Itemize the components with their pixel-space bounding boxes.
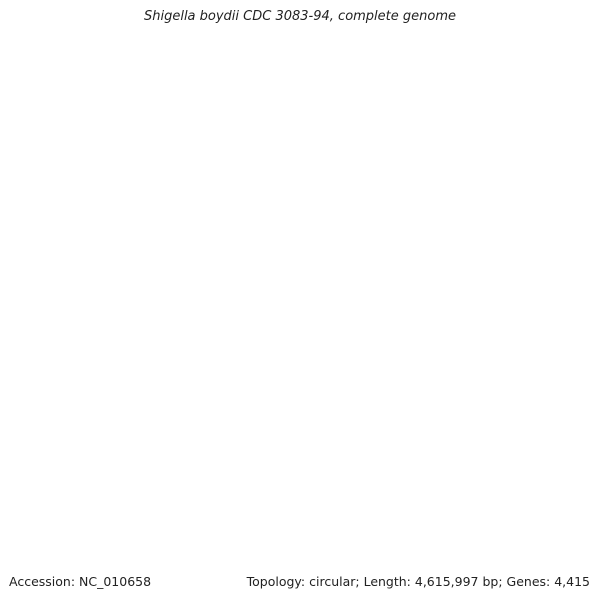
genome-stats-text: Topology: circular; Length: 4,615,997 bp… <box>246 574 590 589</box>
map-title: Shigella boydii CDC 3083-94, complete ge… <box>143 9 457 24</box>
accession-text: Accession: NC_010658 <box>9 574 152 589</box>
